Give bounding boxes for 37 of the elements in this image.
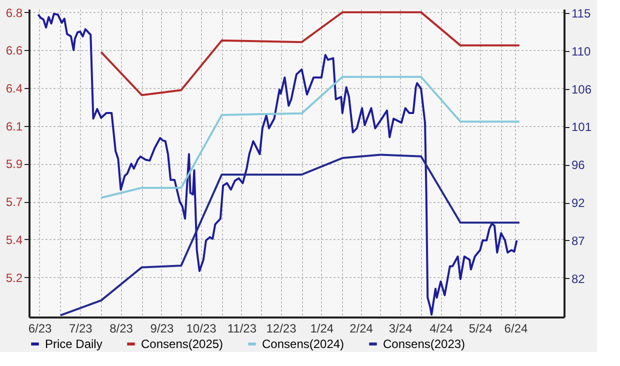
x-tick-label: 10/23: [186, 322, 217, 336]
x-tick-label: 5/24: [468, 322, 493, 336]
y2-tick-label: 106: [572, 82, 592, 96]
y2-tick-label: 101: [572, 120, 592, 134]
x-tick-label: 1/24: [310, 322, 334, 336]
y2-tick-label: 110: [572, 44, 591, 58]
legend-label: Price Daily: [45, 337, 102, 351]
y2-tick-label: 115: [572, 6, 591, 21]
x-tick-label: 9/23: [150, 322, 174, 336]
x-tick-label: 6/23: [28, 322, 52, 336]
y2-tick-label: 96: [572, 158, 586, 172]
x-tick-label: 11/23: [227, 322, 257, 336]
y-tick-label: 6.8: [6, 6, 23, 20]
x-tick-label: 3/24: [388, 322, 413, 336]
x-tick-label: 6/24: [504, 322, 528, 336]
x-tick-label: 8/23: [110, 322, 134, 336]
x-tick-label: 7/23: [68, 322, 93, 336]
y-tick-label: 6.1: [6, 119, 23, 134]
y-tick-label: 5.7: [6, 195, 23, 210]
legend-label: Consens(2023): [383, 337, 466, 351]
y2-tick-label: 92: [572, 196, 586, 210]
y-tick-label: 6.4: [6, 81, 23, 96]
y-tick-label: 5.9: [6, 157, 23, 172]
line-series: [100, 11, 520, 96]
legend-label: Consens(2025): [141, 337, 224, 351]
line-series: [59, 154, 520, 316]
x-tick-label: 4/24: [430, 322, 454, 336]
legend-label: Consens(2024): [262, 337, 344, 351]
y2-tick-label: 82: [572, 272, 586, 286]
y-tick-label: 5.2: [6, 270, 23, 285]
x-tick-label: 12/23: [266, 322, 297, 336]
y-tick-label: 5.4: [6, 232, 23, 247]
line-series: [37, 12, 518, 316]
line-series: [100, 76, 520, 199]
y-tick-label: 6.6: [6, 44, 23, 58]
y2-tick-label: 87: [572, 234, 586, 248]
x-tick-label: 2/24: [350, 322, 374, 336]
